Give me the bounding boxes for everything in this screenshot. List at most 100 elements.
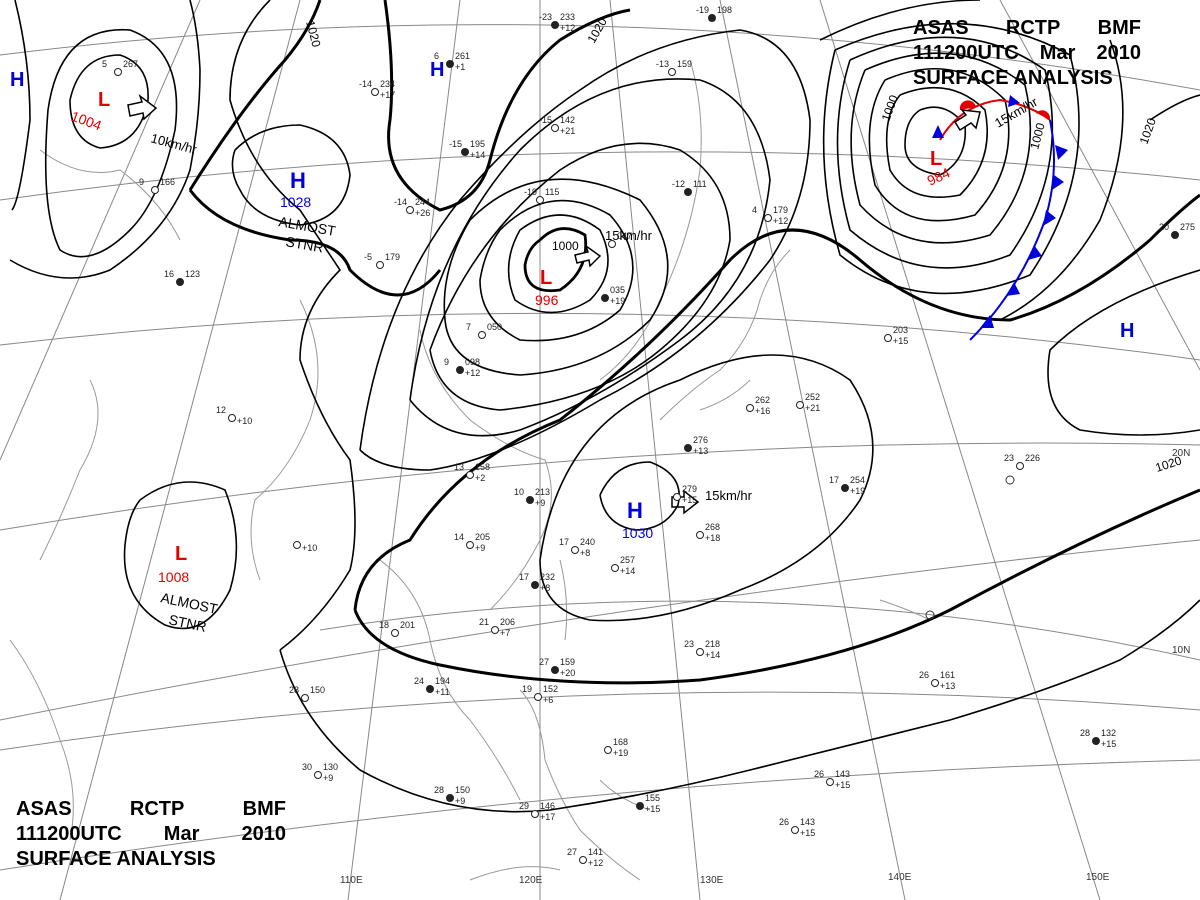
- station-circle: [426, 685, 434, 693]
- station-circle: [446, 60, 454, 68]
- station-circle: [1092, 737, 1100, 745]
- station-pressure: 123: [185, 269, 200, 279]
- station-tendency: +13: [940, 681, 955, 691]
- cold-front-triangle: [1055, 145, 1068, 160]
- station-tendency: +9: [535, 498, 545, 508]
- isobar: [11, 0, 31, 211]
- station-plot: 203+15: [884, 325, 908, 346]
- station-plot: -23 233+12: [539, 12, 575, 33]
- station-plot: -5 179: [364, 252, 400, 269]
- station-circle: [673, 493, 681, 501]
- station-circle: [531, 810, 539, 818]
- station-tendency: +12: [465, 368, 480, 378]
- station-temperature: -13: [656, 59, 669, 69]
- longitude-label: 150E: [1086, 872, 1110, 883]
- station-temperature: -15: [539, 115, 552, 125]
- low-center-manchuria: L: [540, 267, 552, 289]
- isobar: [279, 599, 1200, 813]
- station-tendency: +19: [613, 748, 628, 758]
- isobar: [69, 54, 149, 149]
- station-temperature: 5: [102, 59, 107, 69]
- station-tendency: +15: [800, 828, 815, 838]
- cold-front-triangle: [1052, 175, 1064, 190]
- station-temperature: -14: [394, 197, 407, 207]
- station-temperature: -15: [449, 139, 462, 149]
- system-note-line1: ALMOST: [159, 589, 219, 617]
- station-tendency: +14: [470, 150, 485, 160]
- station-plot: 23 218+14: [684, 639, 720, 660]
- station-circle: [884, 334, 892, 342]
- station-temperature: 28: [289, 685, 299, 695]
- station-circle: [293, 541, 301, 549]
- station-circle: [228, 414, 236, 422]
- station-pressure: 203: [893, 325, 908, 335]
- station-plot: 5 267: [102, 59, 138, 76]
- station-pressure: 279: [682, 484, 697, 494]
- station-temperature: 17: [519, 572, 529, 582]
- station-circle: [579, 856, 587, 864]
- isobar: [836, 36, 1054, 269]
- station-tendency: +19: [610, 296, 625, 306]
- station-plot: 257+14: [611, 555, 635, 576]
- station-tendency: +18: [705, 533, 720, 543]
- station-tendency: +12: [560, 23, 575, 33]
- header-year: 2010: [1096, 42, 1142, 64]
- header-line-2: 111200UTC Mar 2010: [16, 822, 286, 847]
- header-code: BMF: [242, 798, 286, 820]
- station-pressure: 161: [940, 670, 955, 680]
- station-pressure: 261: [455, 51, 470, 61]
- station-tendency: +6: [543, 695, 553, 705]
- station-plot: 276+13: [684, 435, 708, 456]
- station-pressure: 195: [470, 139, 485, 149]
- station-circle: [636, 802, 644, 810]
- isobar: [353, 488, 1200, 685]
- warm-front-bump: [1036, 110, 1051, 119]
- station-pressure: 141: [588, 847, 603, 857]
- station-pressure: 179: [385, 252, 400, 262]
- isobar: [523, 227, 588, 293]
- station-circle: [696, 531, 704, 539]
- station-plot: 28 150+9: [434, 785, 470, 806]
- station-plot: 279+15: [673, 484, 697, 505]
- station-tendency: +14: [705, 650, 720, 660]
- station-temperature: 12: [216, 405, 226, 415]
- station-pressure: 179: [773, 205, 788, 215]
- station-pressure: 146: [540, 801, 555, 811]
- header-line-1: ASAS RCTP BMF: [16, 797, 286, 822]
- station-tendency: +15: [682, 495, 697, 505]
- station-temperature: 4: [752, 205, 757, 215]
- station-circle: [461, 148, 469, 156]
- isobar: [1149, 94, 1200, 121]
- isobar: [229, 0, 356, 651]
- station-circle: [571, 546, 579, 554]
- station-tendency: +13: [693, 446, 708, 456]
- cold-front-triangle: [1008, 95, 1020, 107]
- station-plot: 13 158+2: [454, 462, 490, 483]
- high-center-pacific: H: [1120, 320, 1134, 342]
- station-pressure: 143: [800, 817, 815, 827]
- header-time: 111200UTC: [16, 823, 122, 845]
- warm-front-bump: [959, 100, 976, 110]
- station-temperature: -5: [364, 252, 372, 262]
- station-tendency: +9: [455, 796, 465, 806]
- station-circle: [925, 610, 935, 620]
- isobar-label: 1000: [879, 93, 901, 123]
- station-temperature: -14: [359, 79, 372, 89]
- station-temperature: 26: [779, 817, 789, 827]
- cold-front-triangle: [1043, 210, 1056, 226]
- header-time: 111200UTC: [913, 42, 1019, 64]
- station-pressure: 150: [455, 785, 470, 795]
- pressure-value: 1008: [158, 569, 189, 585]
- header-code: BMF: [1097, 17, 1141, 39]
- station-pressure: 194: [435, 676, 450, 686]
- station-circle: [604, 746, 612, 754]
- station-circle: [841, 484, 849, 492]
- station-circle: [764, 214, 772, 222]
- isobar: [353, 193, 1200, 611]
- station-temperature: 24: [414, 676, 424, 686]
- header-month: Mar: [1039, 42, 1076, 64]
- graticule-labels: 110E 120E 130E 140E 150E 20N 10N: [340, 448, 1190, 886]
- station-plot: 27 159+20: [539, 657, 575, 678]
- station-circle: [531, 581, 539, 589]
